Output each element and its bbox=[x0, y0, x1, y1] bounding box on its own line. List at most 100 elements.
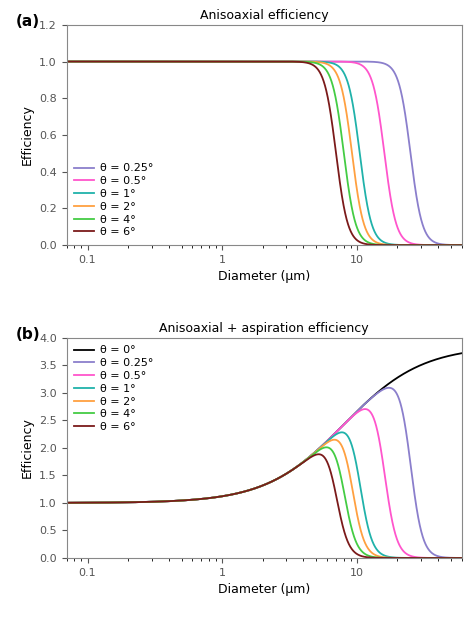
X-axis label: Diameter (μm): Diameter (μm) bbox=[218, 270, 310, 283]
θ = 2° bbox=[459, 554, 465, 562]
θ = 0.25° bbox=[132, 58, 138, 65]
θ = 1° bbox=[64, 58, 69, 65]
θ = 6° bbox=[459, 554, 465, 562]
Line: θ = 0.25°: θ = 0.25° bbox=[67, 61, 462, 245]
θ = 4° bbox=[132, 58, 138, 65]
X-axis label: Diameter (μm): Diameter (μm) bbox=[218, 583, 310, 596]
θ = 1° bbox=[215, 58, 221, 65]
θ = 4° bbox=[215, 493, 221, 500]
θ = 6° bbox=[109, 58, 115, 65]
θ = 2° bbox=[109, 499, 115, 507]
θ = 4° bbox=[215, 58, 221, 65]
θ = 2° bbox=[451, 241, 457, 249]
Text: (a): (a) bbox=[15, 14, 40, 29]
θ = 4° bbox=[109, 499, 115, 507]
θ = 2° bbox=[132, 498, 138, 506]
θ = 1° bbox=[451, 241, 457, 249]
θ = 0.5° bbox=[408, 239, 414, 247]
θ = 0.5° bbox=[132, 58, 138, 65]
θ = 0.5° bbox=[109, 58, 115, 65]
θ = 4° bbox=[132, 498, 138, 506]
θ = 6° bbox=[132, 58, 138, 65]
θ = 6° bbox=[132, 498, 138, 506]
θ = 6° bbox=[459, 241, 465, 249]
θ = 6° bbox=[215, 493, 221, 500]
Line: θ = 2°: θ = 2° bbox=[67, 61, 462, 245]
θ = 1° bbox=[215, 493, 221, 500]
θ = 0° bbox=[64, 499, 69, 507]
θ = 1° bbox=[109, 58, 115, 65]
θ = 1° bbox=[409, 554, 415, 562]
θ = 6° bbox=[408, 241, 414, 249]
θ = 0.25° bbox=[215, 493, 221, 500]
θ = 2° bbox=[459, 241, 465, 249]
θ = 0° bbox=[109, 499, 115, 507]
Line: θ = 1°: θ = 1° bbox=[67, 432, 462, 558]
θ = 1° bbox=[408, 241, 414, 249]
θ = 0° bbox=[132, 498, 138, 506]
θ = 4° bbox=[64, 58, 69, 65]
θ = 6° bbox=[215, 58, 221, 65]
θ = 6° bbox=[451, 241, 457, 249]
θ = 0.5° bbox=[409, 552, 415, 560]
θ = 0.25° bbox=[409, 468, 415, 476]
Y-axis label: Efficiency: Efficiency bbox=[20, 105, 34, 166]
θ = 0.5° bbox=[232, 490, 238, 497]
θ = 1° bbox=[132, 498, 138, 506]
Line: θ = 1°: θ = 1° bbox=[67, 61, 462, 245]
θ = 4° bbox=[451, 241, 457, 249]
Line: θ = 0.5°: θ = 0.5° bbox=[67, 409, 462, 558]
θ = 0.5° bbox=[459, 241, 465, 249]
θ = 4° bbox=[459, 554, 465, 562]
θ = 0.5° bbox=[232, 58, 238, 65]
Line: θ = 4°: θ = 4° bbox=[67, 61, 462, 245]
θ = 1° bbox=[232, 58, 238, 65]
θ = 0.25° bbox=[109, 499, 115, 507]
θ = 0° bbox=[408, 366, 414, 373]
θ = 6° bbox=[232, 58, 238, 65]
θ = 6° bbox=[409, 554, 415, 562]
θ = 1° bbox=[459, 241, 465, 249]
θ = 2° bbox=[215, 58, 221, 65]
θ = 1° bbox=[109, 499, 115, 507]
θ = 2° bbox=[232, 58, 238, 65]
Legend: θ = 0°, θ = 0.25°, θ = 0.5°, θ = 1°, θ = 2°, θ = 4°, θ = 6°: θ = 0°, θ = 0.25°, θ = 0.5°, θ = 1°, θ =… bbox=[72, 343, 156, 435]
Line: θ = 2°: θ = 2° bbox=[67, 440, 462, 558]
θ = 6° bbox=[232, 490, 238, 497]
θ = 0.25° bbox=[459, 241, 465, 249]
θ = 2° bbox=[331, 436, 337, 443]
θ = 0° bbox=[459, 350, 465, 357]
θ = 0° bbox=[451, 351, 457, 358]
θ = 0° bbox=[232, 490, 238, 497]
θ = 2° bbox=[409, 554, 415, 562]
θ = 1° bbox=[459, 554, 465, 562]
θ = 0.5° bbox=[64, 499, 69, 507]
θ = 4° bbox=[451, 554, 457, 562]
θ = 2° bbox=[132, 58, 138, 65]
θ = 0.25° bbox=[232, 58, 238, 65]
θ = 6° bbox=[451, 554, 457, 562]
θ = 0.5° bbox=[215, 493, 221, 500]
θ = 0.25° bbox=[64, 58, 69, 65]
Line: θ = 6°: θ = 6° bbox=[67, 454, 462, 558]
θ = 0.5° bbox=[132, 498, 138, 506]
θ = 4° bbox=[408, 241, 414, 249]
θ = 1° bbox=[232, 490, 238, 497]
Line: θ = 0.25°: θ = 0.25° bbox=[67, 388, 462, 558]
θ = 0.25° bbox=[459, 554, 465, 562]
Line: θ = 0°: θ = 0° bbox=[67, 353, 462, 503]
θ = 1° bbox=[451, 554, 457, 562]
θ = 0.5° bbox=[215, 58, 221, 65]
θ = 0.5° bbox=[362, 405, 368, 413]
θ = 4° bbox=[64, 499, 69, 507]
θ = 0.25° bbox=[386, 384, 392, 391]
θ = 0.25° bbox=[451, 554, 457, 562]
θ = 2° bbox=[215, 493, 221, 500]
Line: θ = 6°: θ = 6° bbox=[67, 61, 462, 245]
θ = 0.5° bbox=[451, 241, 457, 249]
Text: (b): (b) bbox=[15, 327, 40, 342]
θ = 6° bbox=[64, 499, 69, 507]
θ = 2° bbox=[64, 58, 69, 65]
θ = 0° bbox=[215, 493, 221, 500]
Y-axis label: Efficiency: Efficiency bbox=[20, 417, 34, 478]
